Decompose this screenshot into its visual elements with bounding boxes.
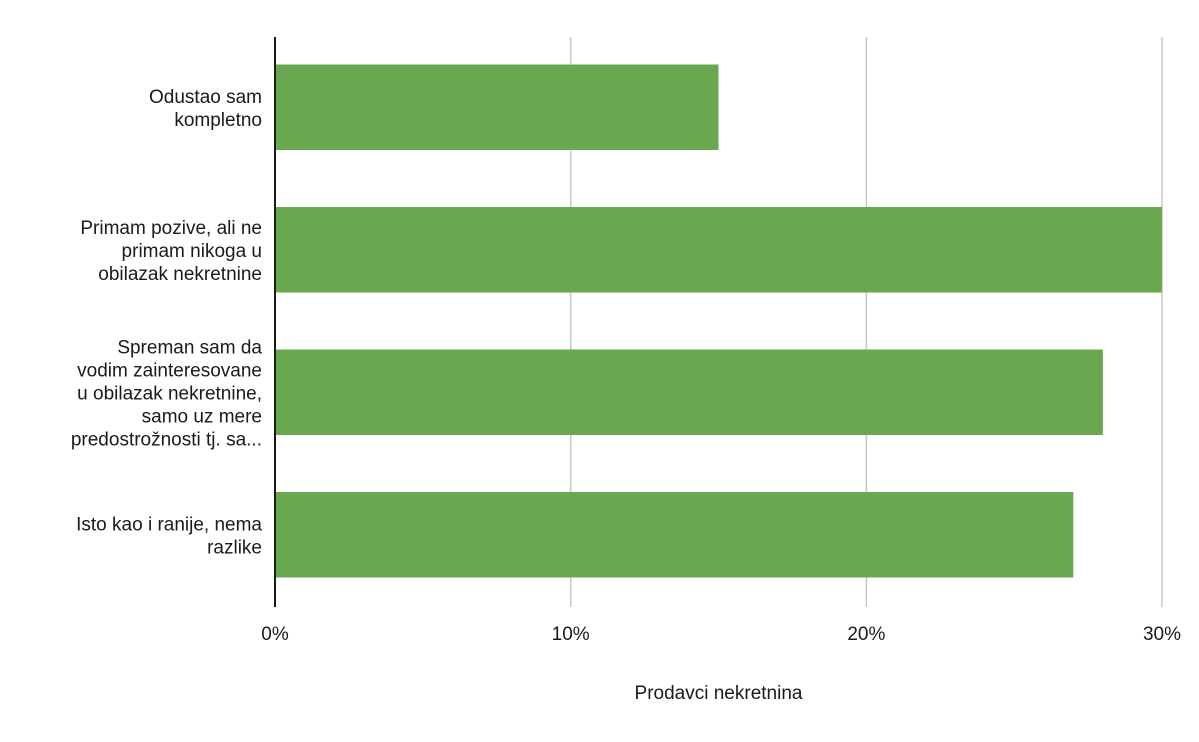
bar <box>275 492 1074 578</box>
category-label: Primam pozive, ali ne primam nikoga u obil… <box>80 218 262 285</box>
category-label: Odustao sam kompletno <box>149 87 262 131</box>
bar <box>275 207 1162 293</box>
x-tick-label: 20% <box>847 624 885 645</box>
category-labels: Odustao sam kompletno Primam pozive, ali n… <box>71 87 263 559</box>
bar <box>275 64 719 150</box>
bar <box>275 349 1103 435</box>
bars <box>275 64 1162 578</box>
x-tick-label: 0% <box>261 624 289 645</box>
x-tick-label: 10% <box>552 624 590 645</box>
x-axis-title: Prodavci nekretnina <box>635 683 803 704</box>
x-tick-label: 30% <box>1143 624 1181 645</box>
x-tick-labels: 0% 10% 20% 30% <box>261 624 1181 645</box>
category-label: Isto kao i ranije, nema razlike <box>76 514 262 558</box>
category-label: Spreman sam da vodim zainteresovane u obil… <box>71 337 263 450</box>
